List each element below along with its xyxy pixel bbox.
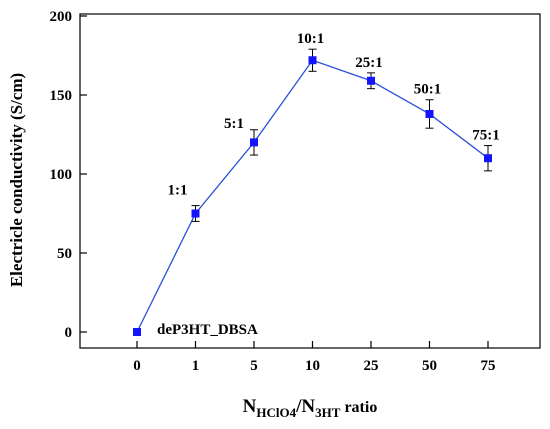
data-label: 75:1 [472,128,500,144]
y-tick-label: 100 [50,167,73,183]
data-point [367,76,375,85]
x-tick-label: 75 [481,358,496,374]
x-axis-label: NHClO4/N3HT ratio [243,396,378,420]
series-line [136,59,489,333]
data-point [308,56,317,65]
y-axis-label: Electricle conductivity (S/cm) [7,73,26,287]
y-tick-label: 200 [50,9,73,25]
y-tick-label: 50 [57,246,72,262]
data-label: 1:1 [168,183,188,199]
data-point [425,109,434,118]
plot-frame [79,13,541,349]
data-point [191,209,200,218]
data-series: deP3HT_DBSA 1:1 5:1 10:1 25:1 50:1 75:1 [133,31,500,338]
data-point [133,328,141,336]
x-tick-label: 5 [250,358,258,374]
x-tick-label: 1 [192,358,200,374]
data-label: 5:1 [224,116,244,132]
y-tick-label: 150 [50,88,73,104]
data-point [484,154,492,163]
data-point [250,138,258,147]
x-tick-label: 50 [422,358,437,374]
data-label: 25:1 [355,55,383,71]
data-label: deP3HT_DBSA [157,322,258,338]
x-tick-label: 10 [305,358,320,374]
data-label: 50:1 [414,82,442,98]
x-axis-ticks: 0 1 5 10 25 50 75 [133,341,496,374]
y-tick-label: 0 [65,325,73,341]
y-axis-ticks: 0 50 100 150 200 [50,9,87,341]
x-tick-label: 0 [133,358,141,374]
x-tick-label: 25 [364,358,379,374]
data-label: 10:1 [297,31,325,47]
